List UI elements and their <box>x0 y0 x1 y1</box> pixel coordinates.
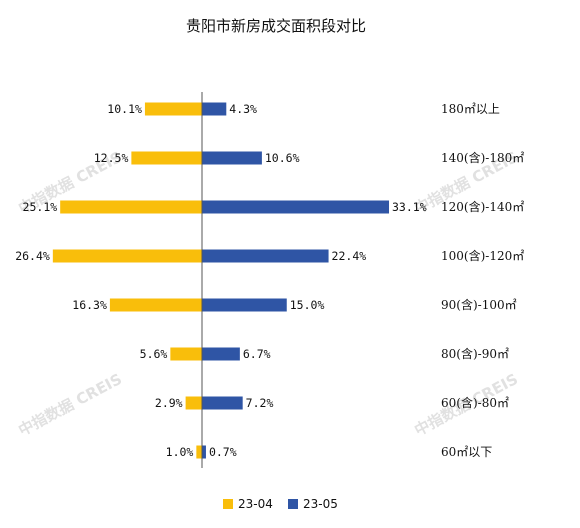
category-label: 60(含)-80㎡ <box>441 395 509 410</box>
chart-title: 贵阳市新房成交面积段对比 <box>186 17 366 35</box>
legend-swatch-23-05 <box>288 499 298 509</box>
bar-23-05 <box>202 102 227 116</box>
bar-23-04 <box>185 396 202 410</box>
data-label-23-05: 4.3% <box>229 102 257 116</box>
bar-23-05 <box>202 445 206 459</box>
data-label-23-04: 1.0% <box>166 445 194 459</box>
category-label: 60㎡以下 <box>441 445 492 459</box>
legend-swatch-23-04 <box>223 499 233 509</box>
data-label-23-05: 6.7% <box>243 347 271 361</box>
bar-23-05 <box>202 249 329 263</box>
bar-23-04 <box>131 151 202 165</box>
bar-23-05 <box>202 347 240 361</box>
data-label-23-05: 0.7% <box>209 445 237 459</box>
category-label: 120(含)-140㎡ <box>441 199 524 214</box>
bar-23-04 <box>52 249 203 263</box>
bar-23-04 <box>109 298 202 312</box>
category-label: 100(含)-120㎡ <box>441 248 524 263</box>
legend-label-23-04: 23-04 <box>238 497 273 511</box>
data-label-23-05: 7.2% <box>246 396 274 410</box>
data-label-23-05: 33.1% <box>392 200 427 214</box>
bar-23-05 <box>202 298 287 312</box>
data-label-23-05: 22.4% <box>332 249 367 263</box>
watermark: 中指数据 CREIS <box>15 370 124 440</box>
legend: 23-04 23-05 <box>223 497 338 511</box>
category-label: 90(含)-100㎡ <box>441 297 517 312</box>
category-label: 80(含)-90㎡ <box>441 346 509 361</box>
plot-area: 10.1% 4.3% 180㎡以上 12.5% 10.6% 140(含)-180㎡ 25.1… <box>15 102 524 459</box>
data-label-23-04: 5.6% <box>140 347 168 361</box>
bar-23-05 <box>202 151 262 165</box>
data-label-23-04: 10.1% <box>107 102 142 116</box>
legend-label-23-05: 23-05 <box>303 497 338 511</box>
bar-23-04 <box>196 445 202 459</box>
data-label-23-05: 15.0% <box>290 298 325 312</box>
data-label-23-04: 16.3% <box>72 298 107 312</box>
bar-23-04 <box>170 347 202 361</box>
category-label: 180㎡以上 <box>441 102 500 116</box>
bar-23-05 <box>202 396 243 410</box>
data-label-23-04: 26.4% <box>15 249 50 263</box>
category-label: 140(含)-180㎡ <box>441 150 524 165</box>
data-label-23-04: 2.9% <box>155 396 183 410</box>
bar-23-05 <box>202 200 390 214</box>
bar-23-04 <box>60 200 203 214</box>
data-label-23-04: 12.5% <box>94 151 129 165</box>
bar-23-04 <box>144 102 202 116</box>
data-label-23-05: 10.6% <box>265 151 300 165</box>
data-label-23-04: 25.1% <box>23 200 58 214</box>
